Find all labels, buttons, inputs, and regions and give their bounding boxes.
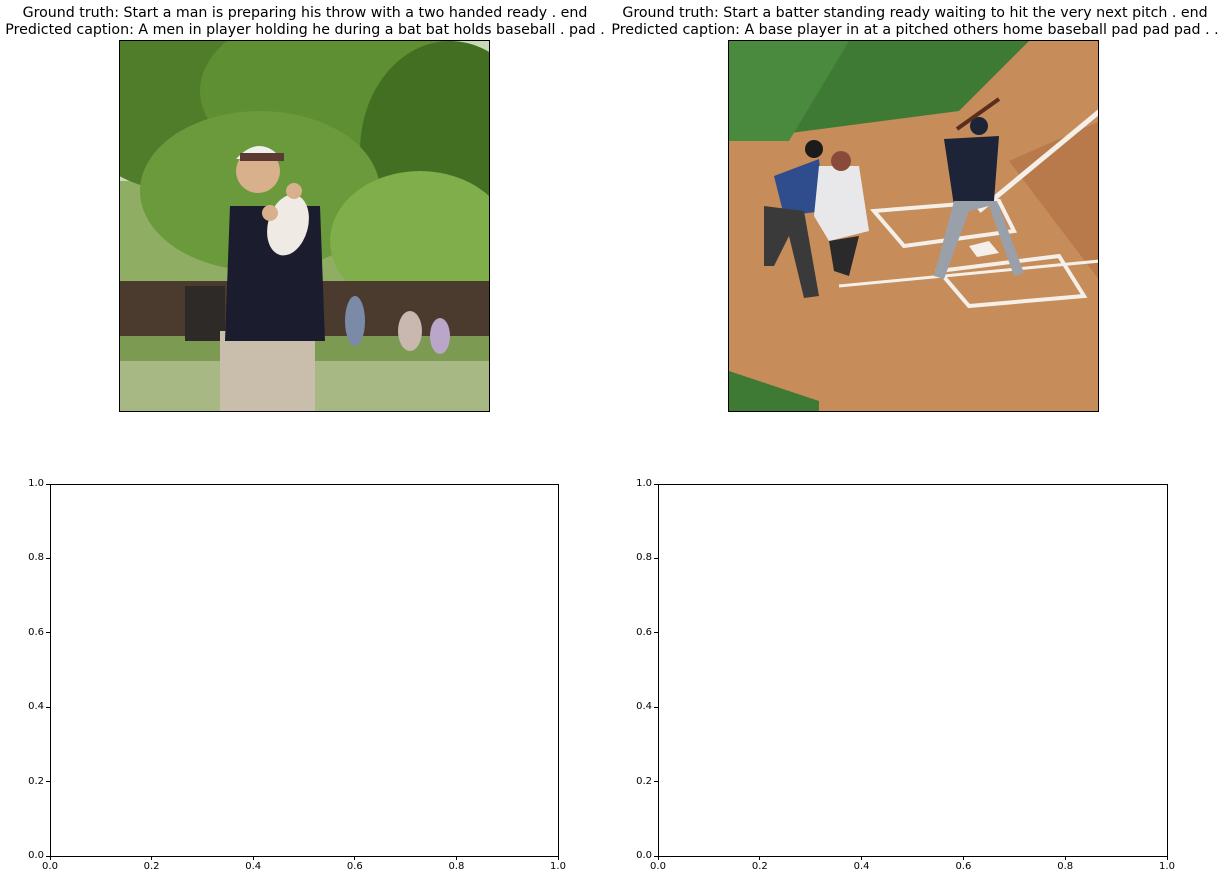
axes-2-y-tick-mark: [654, 706, 658, 708]
axes-2-y-tick-label: 0.6: [636, 626, 652, 638]
axes-2-y-tick-label: 0.2: [636, 775, 652, 787]
axes-2-x-tick-label: 1.0: [1159, 861, 1175, 872]
axes-1-x-tick-label: 1.0: [550, 861, 566, 872]
axes-2-y-tick-mark: [654, 855, 658, 857]
axes-2-y-tick-label: 0.8: [636, 552, 652, 564]
axes-1-y-tick-label: 0.8: [28, 552, 44, 564]
axes-2-y-tick-label: 0.0: [636, 850, 652, 861]
axes-2-x-tick-label: 0.4: [853, 861, 870, 872]
axes-1-y-tick-mark: [46, 632, 50, 634]
axes-1-y-tick-mark: [46, 855, 50, 857]
axes-1-x-tick-label: 0.6: [346, 861, 363, 872]
axes-1-x-tick-mark: [252, 856, 254, 860]
axes-1-x-tick-mark: [557, 856, 559, 860]
empty-axes-2: [658, 484, 1168, 857]
frisbee-player-photo: [119, 40, 490, 412]
baseball-batter-photo: [728, 40, 1099, 412]
axes-1-y-tick-mark: [46, 483, 50, 485]
axes-2-y-tick-mark: [654, 557, 658, 559]
axes-1-x-tick-mark: [455, 856, 457, 860]
axes-2-x-tick-label: 0.8: [1057, 861, 1074, 872]
axes-1-y-tick-label: 1.0: [28, 478, 44, 489]
panel-2-predicted-caption: Predicted caption: A base player in at a…: [611, 22, 1219, 38]
axes-1-x-tick-mark: [354, 856, 356, 860]
axes-1-y-tick-mark: [46, 557, 50, 559]
axes-2-y-tick-mark: [654, 781, 658, 783]
axes-2-x-tick-mark: [861, 856, 863, 860]
axes-2-y-tick-mark: [654, 483, 658, 485]
axes-2-x-tick-mark: [1064, 856, 1066, 860]
axes-2-x-tick-mark: [657, 856, 659, 860]
axes-2-x-tick-mark: [962, 856, 964, 860]
axes-2-x-tick-mark: [1166, 856, 1168, 860]
axes-1-x-tick-label: 0.0: [42, 861, 58, 872]
axes-1-y-tick-label: 0.2: [28, 775, 44, 787]
panel-2-ground-truth: Ground truth: Start a batter standing re…: [622, 5, 1208, 21]
axes-2-y-tick-label: 1.0: [636, 478, 652, 489]
axes-1-x-tick-label: 0.8: [448, 861, 465, 872]
axes-2-x-tick-mark: [759, 856, 761, 860]
axes-1-x-tick-label: 0.2: [143, 861, 160, 872]
axes-1-x-tick-mark: [151, 856, 153, 860]
axes-1-y-tick-mark: [46, 706, 50, 708]
empty-axes-1: [50, 484, 559, 857]
axes-2-y-tick-label: 0.4: [636, 701, 652, 713]
axes-1-y-tick-label: 0.4: [28, 701, 44, 713]
axes-1-y-tick-mark: [46, 781, 50, 783]
axes-1-x-tick-mark: [49, 856, 51, 860]
axes-2-x-tick-label: 0.2: [751, 861, 768, 872]
axes-1-y-tick-label: 0.0: [28, 850, 44, 861]
axes-1-y-tick-label: 0.6: [28, 626, 44, 638]
panel-1-caption: Ground truth: Start a man is preparing h…: [0, 5, 610, 39]
panel-2-caption: Ground truth: Start a batter standing re…: [610, 5, 1220, 39]
axes-1-x-tick-label: 0.4: [245, 861, 262, 872]
axes-2-x-tick-label: 0.0: [650, 861, 666, 872]
panel-1-predicted-caption: Predicted caption: A men in player holdi…: [5, 22, 605, 38]
axes-2-y-tick-mark: [654, 632, 658, 634]
panel-1-ground-truth: Ground truth: Start a man is preparing h…: [22, 5, 588, 21]
axes-2-x-tick-label: 0.6: [955, 861, 972, 872]
